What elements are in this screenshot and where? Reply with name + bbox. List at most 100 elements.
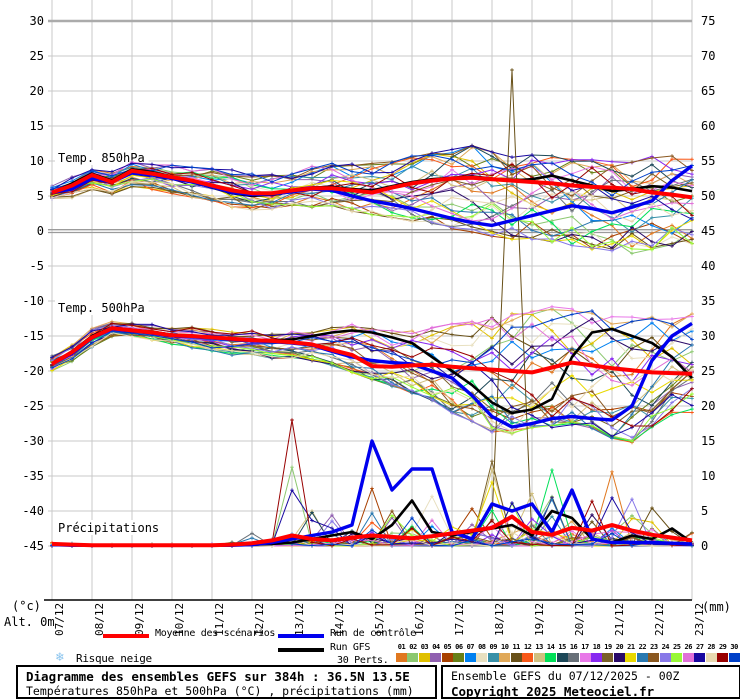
svg-text:-15: -15 bbox=[22, 329, 44, 343]
svg-text:-35: -35 bbox=[22, 469, 44, 483]
svg-text:17/12: 17/12 bbox=[453, 603, 466, 636]
right-axis-unit: (mm) bbox=[702, 600, 731, 614]
member-25: 25 bbox=[671, 643, 683, 662]
control-line-swatch bbox=[278, 634, 324, 638]
perts-count-label: 30 Perts. bbox=[337, 655, 389, 666]
left-axis-unit: (°c) bbox=[12, 599, 41, 613]
member-color-strip: 01 02 03 04 05 06 07 08 09 10 11 12 13 14 15 16 17 18 19 20… bbox=[396, 643, 740, 665]
altitude-label: Alt. 0m bbox=[4, 615, 55, 629]
svg-text:20/12: 20/12 bbox=[573, 603, 586, 636]
svg-text:30: 30 bbox=[701, 329, 715, 343]
member-19: 19 bbox=[602, 643, 614, 662]
diagram-subtitle: Températures 850hPa et 500hPa (°C) , pré… bbox=[26, 684, 414, 698]
svg-text:Temp. 500hPa: Temp. 500hPa bbox=[58, 301, 145, 315]
member-05: 05 bbox=[441, 643, 453, 662]
member-18: 18 bbox=[590, 643, 602, 662]
member-29: 29 bbox=[717, 643, 729, 662]
svg-text:10: 10 bbox=[30, 154, 44, 168]
svg-text:70: 70 bbox=[701, 49, 715, 63]
svg-text:25: 25 bbox=[30, 49, 44, 63]
svg-text:13/12: 13/12 bbox=[293, 603, 306, 636]
member-24: 24 bbox=[659, 643, 671, 662]
svg-text:22/12: 22/12 bbox=[653, 603, 666, 636]
svg-text:-40: -40 bbox=[22, 504, 44, 518]
svg-text:-25: -25 bbox=[22, 399, 44, 413]
member-07: 07 bbox=[464, 643, 476, 662]
svg-text:10: 10 bbox=[701, 469, 715, 483]
member-03: 03 bbox=[418, 643, 430, 662]
svg-text:0: 0 bbox=[701, 539, 708, 553]
svg-text:20: 20 bbox=[30, 84, 44, 98]
title-box: Diagramme des ensembles GEFS sur 384h : … bbox=[16, 665, 437, 699]
svg-text:18/12: 18/12 bbox=[493, 603, 506, 636]
svg-text:65: 65 bbox=[701, 84, 715, 98]
member-08: 08 bbox=[476, 643, 488, 662]
svg-text:25: 25 bbox=[701, 364, 715, 378]
member-14: 14 bbox=[545, 643, 557, 662]
svg-text:Temp. 850hPa: Temp. 850hPa bbox=[58, 151, 145, 165]
svg-text:07/12: 07/12 bbox=[53, 603, 66, 636]
member-01: 01 bbox=[396, 643, 407, 662]
svg-text:15/12: 15/12 bbox=[373, 603, 386, 636]
svg-text:Précipitations: Précipitations bbox=[58, 521, 159, 535]
member-15: 15 bbox=[556, 643, 568, 662]
svg-text:-10: -10 bbox=[22, 294, 44, 308]
member-16: 16 bbox=[568, 643, 580, 662]
svg-text:19/12: 19/12 bbox=[533, 603, 546, 636]
svg-text:12/12: 12/12 bbox=[253, 603, 266, 636]
svg-text:0: 0 bbox=[37, 224, 44, 238]
svg-text:15: 15 bbox=[30, 119, 44, 133]
credit-box: Ensemble GEFS du 07/12/2025 - 00Z Copyri… bbox=[441, 665, 740, 699]
svg-text:08/12: 08/12 bbox=[93, 603, 106, 636]
member-26: 26 bbox=[682, 643, 694, 662]
svg-text:-5: -5 bbox=[30, 259, 44, 273]
legend-mean-label: Moyenne des scénarios bbox=[155, 628, 276, 639]
svg-text:40: 40 bbox=[701, 259, 715, 273]
svg-text:75: 75 bbox=[701, 14, 715, 28]
member-30: 30 bbox=[728, 643, 740, 662]
svg-text:11/12: 11/12 bbox=[213, 603, 226, 636]
member-10: 10 bbox=[499, 643, 511, 662]
svg-text:16/12: 16/12 bbox=[413, 603, 426, 636]
legend-gfs-label: Run GFS bbox=[330, 642, 371, 653]
legend-control-label: Run de contrôle bbox=[330, 628, 416, 639]
member-23: 23 bbox=[648, 643, 660, 662]
svg-text:-20: -20 bbox=[22, 364, 44, 378]
member-12: 12 bbox=[522, 643, 534, 662]
svg-text:5: 5 bbox=[37, 189, 44, 203]
svg-text:14/12: 14/12 bbox=[333, 603, 346, 636]
svg-text:50: 50 bbox=[701, 189, 715, 203]
snowflake-icon: ❄ bbox=[56, 650, 64, 665]
member-06: 06 bbox=[453, 643, 465, 662]
mean-line-swatch bbox=[103, 634, 149, 638]
svg-text:30: 30 bbox=[30, 14, 44, 28]
svg-text:45: 45 bbox=[701, 224, 715, 238]
svg-text:21/12: 21/12 bbox=[613, 603, 626, 636]
svg-text:10/12: 10/12 bbox=[173, 603, 186, 636]
member-27: 27 bbox=[694, 643, 706, 662]
svg-text:-45: -45 bbox=[22, 539, 44, 553]
member-09: 09 bbox=[487, 643, 499, 662]
member-17: 17 bbox=[579, 643, 591, 662]
member-02: 02 bbox=[407, 643, 419, 662]
svg-text:55: 55 bbox=[701, 154, 715, 168]
svg-text:-30: -30 bbox=[22, 434, 44, 448]
gfs-line-swatch bbox=[278, 648, 324, 652]
member-28: 28 bbox=[705, 643, 717, 662]
run-info: Ensemble GEFS du 07/12/2025 - 00Z bbox=[451, 669, 680, 683]
svg-text:60: 60 bbox=[701, 119, 715, 133]
chart-canvas: 07/12 08/12 09/12 10/12 11/12 12/12 13/12 14/12… bbox=[22, 0, 715, 636]
svg-text:23/12: 23/12 bbox=[693, 603, 706, 636]
svg-text:35: 35 bbox=[701, 294, 715, 308]
copyright: Copyright 2025 Meteociel.fr bbox=[451, 684, 655, 699]
member-21: 21 bbox=[625, 643, 637, 662]
svg-text:20: 20 bbox=[701, 399, 715, 413]
member-22: 22 bbox=[636, 643, 648, 662]
member-13: 13 bbox=[533, 643, 545, 662]
member-04: 04 bbox=[430, 643, 442, 662]
member-20: 20 bbox=[613, 643, 625, 662]
svg-text:09/12: 09/12 bbox=[133, 603, 146, 636]
svg-text:5: 5 bbox=[701, 504, 708, 518]
snow-risk-label: Risque neige bbox=[76, 652, 152, 665]
